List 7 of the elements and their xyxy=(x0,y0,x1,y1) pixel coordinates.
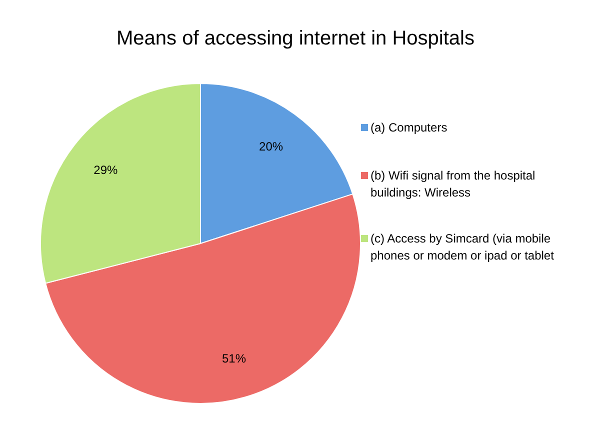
data-label: 29% xyxy=(94,162,118,177)
data-label: 20% xyxy=(259,139,284,154)
legend-label: (c) Access by Simcard (via mobile phones or modem or ipad or tablet xyxy=(370,232,555,262)
legend-label: (b) Wifi signal from the hospital buildings: Wireless xyxy=(370,168,536,200)
legend-label: (a) Computers xyxy=(370,120,448,134)
chart-title: Means of accessing internet in Hospitals xyxy=(116,28,474,50)
data-label: 51% xyxy=(222,352,246,366)
